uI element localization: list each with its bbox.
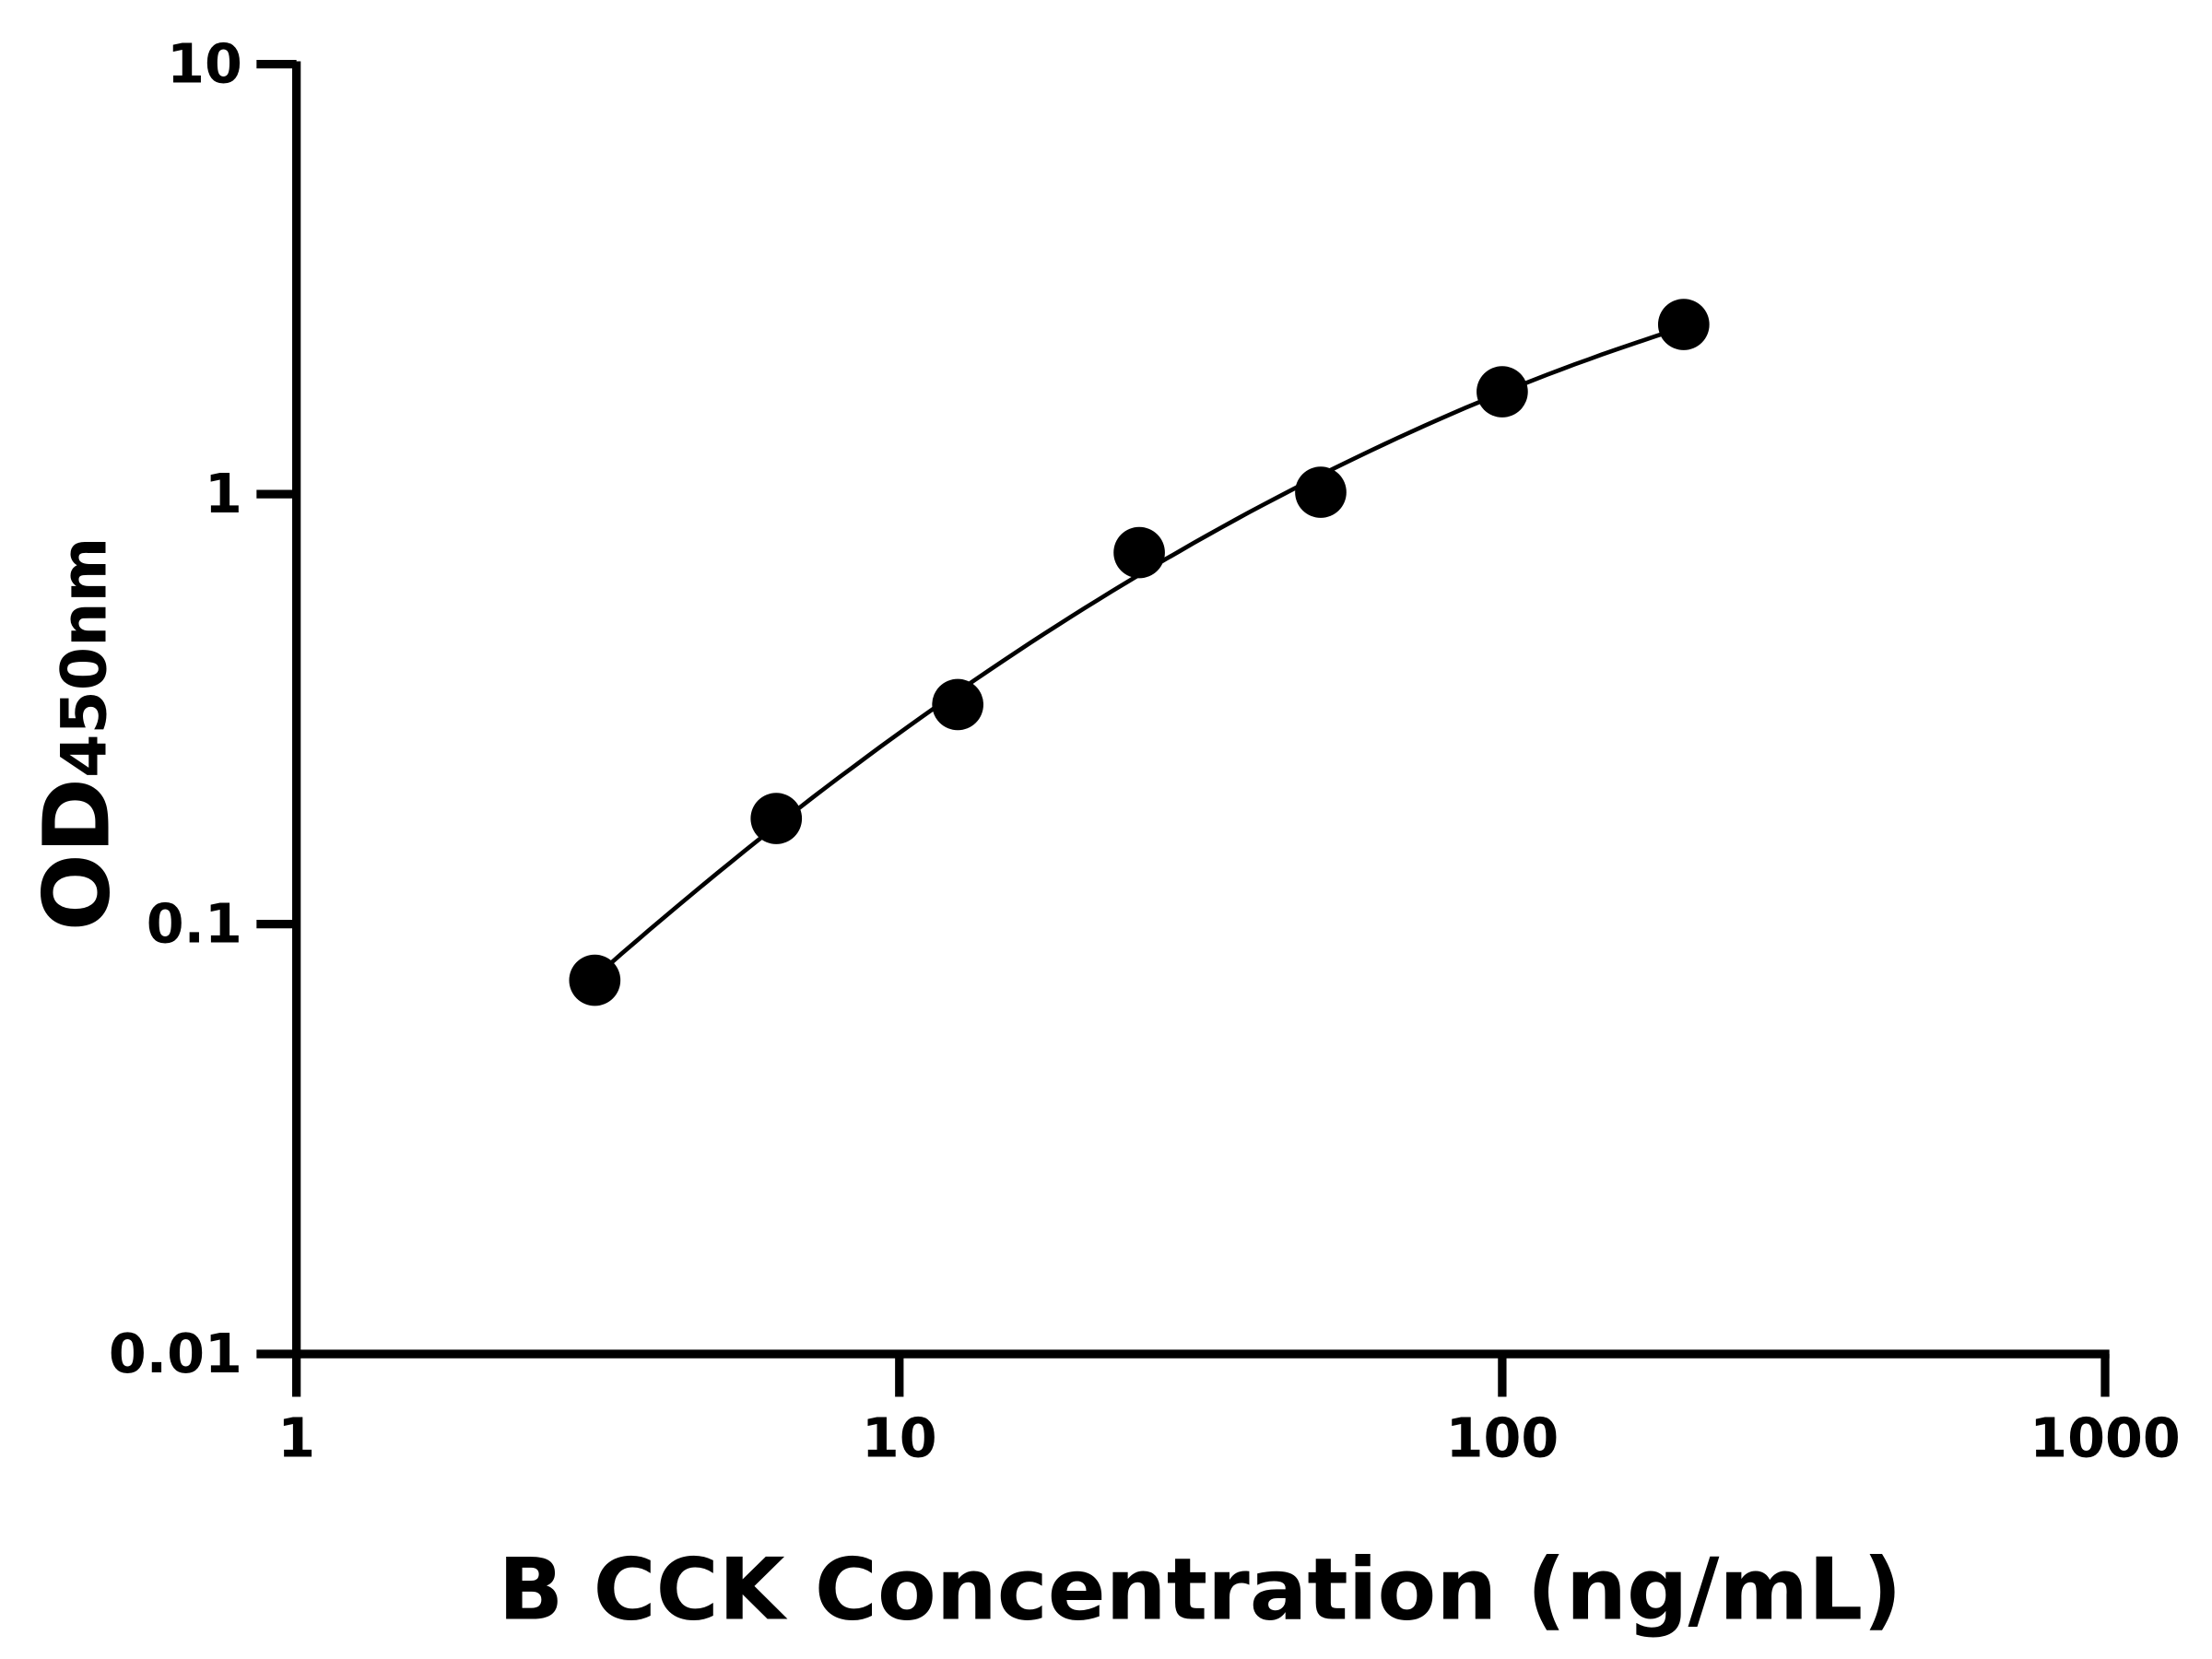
data-point [1295, 466, 1347, 518]
data-point [750, 793, 803, 844]
axes [292, 61, 2110, 1359]
x-tick-label: 1000 [2030, 1406, 2181, 1469]
data-point [1477, 366, 1528, 418]
data-point [932, 678, 983, 731]
y-axis-label-main: OD [25, 778, 131, 931]
y-axis-label-sub: 450nm [48, 537, 121, 778]
y-tick-label: 0.01 [109, 1322, 242, 1385]
x-tick-label: 100 [1446, 1406, 1559, 1469]
data-point [1657, 299, 1710, 350]
fit-curve [593, 324, 1685, 979]
x-tick-label: 10 [862, 1406, 937, 1469]
data-point [569, 954, 621, 1006]
y-axis-label: OD450nm [25, 537, 131, 932]
y-tick-label: 0.1 [147, 892, 242, 956]
y-tick-label: 1 [205, 462, 242, 525]
data-point [1113, 526, 1165, 579]
x-axis-label: B CCK Concentration (ng/mL) [499, 1540, 1902, 1640]
y-tick-label: 10 [167, 32, 242, 96]
x-tick-label: 1 [277, 1406, 315, 1469]
